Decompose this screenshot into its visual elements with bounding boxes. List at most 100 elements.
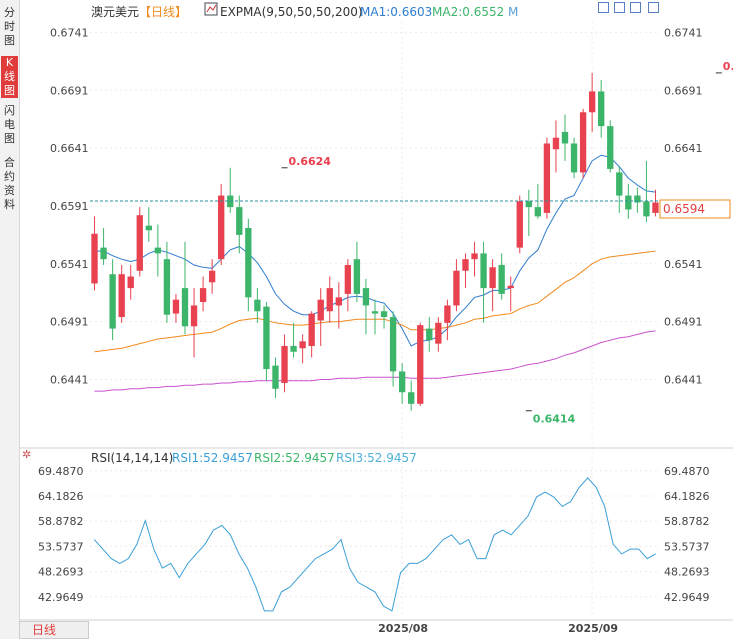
candle xyxy=(254,288,261,323)
ma-more[interactable]: M xyxy=(508,5,518,19)
candle xyxy=(408,380,415,411)
settings-gear-icon[interactable]: ✲ xyxy=(22,448,31,461)
candle-body xyxy=(190,305,198,327)
candle-body xyxy=(525,201,532,208)
candle-body xyxy=(127,276,134,289)
rsi-y-tick-left: 48.2693 xyxy=(38,566,84,579)
candle-body xyxy=(480,253,487,289)
window-icon[interactable] xyxy=(648,2,659,13)
candle xyxy=(398,363,406,404)
rsi-y-tick-left: 53.5737 xyxy=(38,540,84,553)
main-y-tick-right: 0.6741 xyxy=(664,26,703,39)
main-y-tick-right: 0.6691 xyxy=(664,84,703,97)
candle xyxy=(91,216,98,291)
candle xyxy=(380,305,388,329)
tab-flash[interactable]: 闪电图 xyxy=(4,104,15,145)
candle-body xyxy=(371,311,379,314)
candle-body xyxy=(444,305,451,323)
candle xyxy=(100,227,107,265)
candle xyxy=(552,120,560,173)
candle-body xyxy=(389,317,397,372)
candle xyxy=(236,195,243,254)
candle-body xyxy=(100,247,107,260)
axis-labels: 0.6741 0.6741 0.6691 0.6691 0.6641 0.6641 0.65… xyxy=(38,26,710,635)
sidebar: 分时图 K线图 闪电图 合约资料 xyxy=(0,0,20,639)
candle xyxy=(435,317,442,352)
rsi2-value: RSI2:52.9457 xyxy=(254,451,335,465)
tab-kline[interactable]: K线图 xyxy=(1,56,18,98)
candle-body xyxy=(353,259,361,294)
candle-body xyxy=(199,288,207,302)
rsi-grid xyxy=(90,470,660,598)
rsi-y-tick-right: 53.5737 xyxy=(664,540,710,553)
main-y-tick-left: 0.6741 xyxy=(50,26,89,39)
svg-text:澳元美元【日线】: 澳元美元【日线】 xyxy=(91,5,187,19)
ma1-value: MA1:0.6603 xyxy=(360,5,432,19)
candle xyxy=(344,259,352,312)
candle xyxy=(507,276,514,312)
candle-body xyxy=(317,299,324,321)
candle-body xyxy=(598,91,605,127)
zoom-out-icon[interactable] xyxy=(630,2,641,13)
candle xyxy=(154,224,162,277)
rsi-y-tick-right: 58.8782 xyxy=(664,515,710,528)
candlesticks[interactable] xyxy=(91,72,659,411)
x-tick-label: 2025/08 xyxy=(378,622,428,635)
candle-body xyxy=(489,267,496,289)
rsi-y-tick-right: 64.1826 xyxy=(664,490,710,503)
candle-body xyxy=(607,126,614,169)
candle-body xyxy=(471,253,478,260)
candle xyxy=(453,259,460,312)
main-y-tick-right: 0.6541 xyxy=(664,258,703,271)
candle-body xyxy=(362,288,370,306)
rsi3-value: RSI3:52.9457 xyxy=(336,451,417,465)
candle xyxy=(299,334,306,364)
candle-body xyxy=(145,225,152,231)
candle xyxy=(480,241,487,323)
candle-body xyxy=(435,322,442,344)
candle xyxy=(643,160,650,223)
candle xyxy=(598,79,605,138)
candle-body xyxy=(299,341,306,349)
candle xyxy=(272,357,279,399)
candle-body xyxy=(552,137,560,150)
rsi1-value: RSI1:52.9457 xyxy=(172,451,253,465)
candle-body xyxy=(245,227,252,298)
candle xyxy=(525,189,532,237)
candle-body xyxy=(453,270,460,306)
candle-body xyxy=(163,259,171,315)
period-tab-daily[interactable]: 日线 xyxy=(19,621,89,639)
candle xyxy=(118,264,125,323)
candle xyxy=(172,293,180,323)
candle xyxy=(326,276,333,323)
candle xyxy=(181,241,189,335)
candle-body xyxy=(561,131,569,144)
main-y-tick-left: 0.6441 xyxy=(50,374,89,387)
tab-intraday[interactable]: 分时图 xyxy=(4,6,15,47)
candle xyxy=(145,207,152,242)
candle xyxy=(199,276,207,312)
candle-body xyxy=(344,264,352,294)
candle-body xyxy=(380,311,388,318)
zoom-in-icon[interactable] xyxy=(614,2,625,13)
tab-contract-info[interactable]: 合约资料 xyxy=(4,156,15,211)
candle xyxy=(516,195,523,254)
candle-body xyxy=(634,195,641,203)
moving-average-lines xyxy=(94,154,656,392)
candle-body xyxy=(136,215,143,271)
candle-body xyxy=(172,299,180,314)
candle-body xyxy=(281,345,288,383)
fullscreen-icon[interactable] xyxy=(598,2,609,13)
period-bracket[interactable]: 【日线】 xyxy=(139,5,187,19)
candle-body xyxy=(588,91,596,113)
indicator-toggle-icon[interactable] xyxy=(204,2,218,16)
candle-body xyxy=(625,195,632,210)
candle xyxy=(208,259,216,294)
candle xyxy=(218,183,225,265)
candle xyxy=(362,278,370,335)
candle xyxy=(417,322,424,407)
indicator-toggle-glyph xyxy=(206,4,217,13)
rsi-y-tick-left: 69.4870 xyxy=(38,465,84,478)
main-y-tick-left: 0.6591 xyxy=(50,200,89,213)
